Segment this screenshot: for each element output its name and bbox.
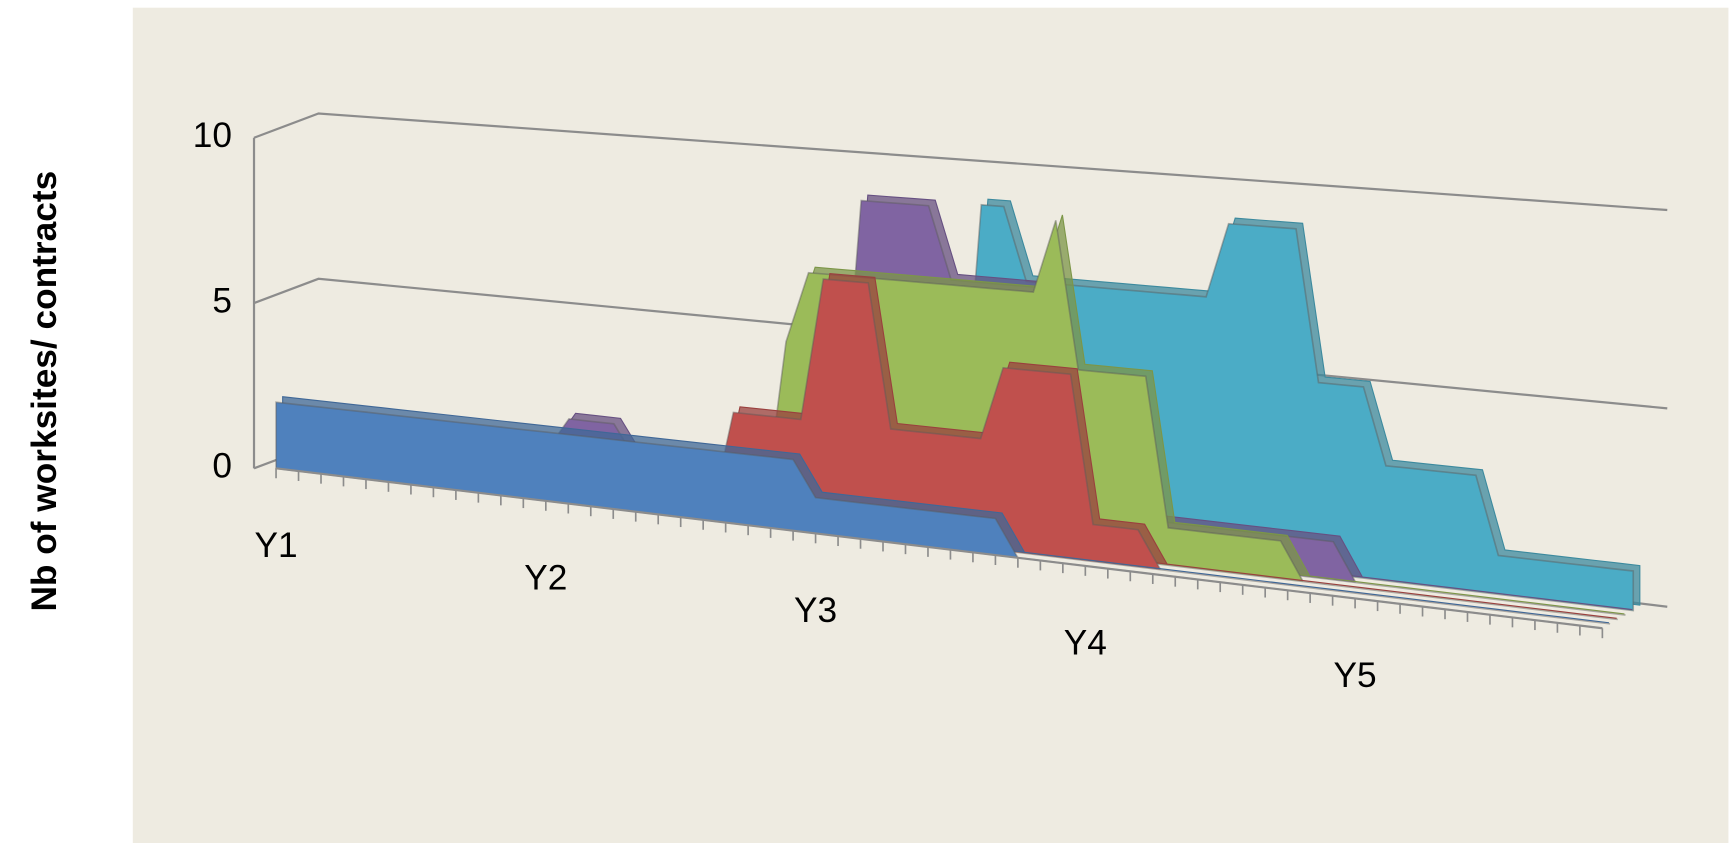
- grid-line: [253, 112, 1668, 212]
- y-tick-label: 10: [193, 116, 232, 155]
- x-tick-label: Y3: [794, 591, 837, 630]
- x-tick-label: Y1: [254, 526, 297, 565]
- axis: 0 5 10 Y1 Y2 Y3 Y4 Y5: [193, 116, 1604, 695]
- y-tick-label: 0: [212, 447, 232, 486]
- y-tick-label: 5: [212, 281, 232, 320]
- x-tick-label: Y2: [524, 559, 567, 598]
- x-tick-label: Y4: [1064, 624, 1107, 663]
- x-axis-line: [275, 467, 1603, 630]
- areas: [275, 194, 1641, 630]
- y-axis-label: Nb of worksites/ contracts: [25, 171, 64, 612]
- x-tick-label: Y5: [1334, 656, 1377, 695]
